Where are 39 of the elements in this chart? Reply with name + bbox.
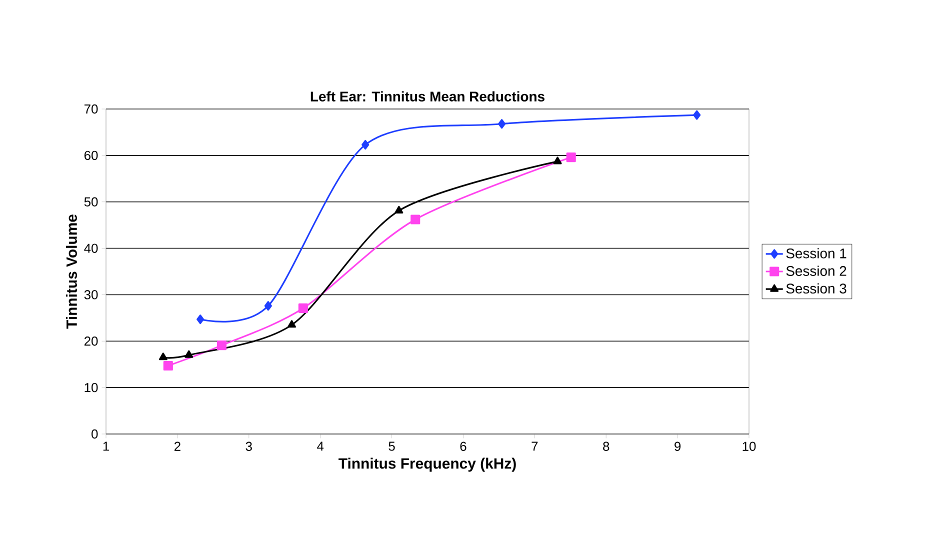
point [566,152,576,162]
y-tick-label: 50 [84,197,98,206]
x-tick-label: 2 [174,442,180,451]
point [288,320,296,328]
x-tick-label: 9 [674,442,681,451]
y-tick-label: 70 [84,104,98,114]
point [498,119,506,129]
point [184,350,194,358]
x-axis-title: Tinnitus Frequency (kHz) [338,458,516,472]
x-tick-label: 5 [388,442,395,451]
chart-title: Left Ear: Tinnitus Mean Reductions [310,91,544,102]
point [264,301,272,311]
x-tick-label: 4 [317,442,324,451]
point [693,110,701,120]
point [553,156,562,164]
y-tick-label: 0 [92,429,98,439]
point [410,214,420,224]
point [196,314,204,324]
legend-label: Session 3 [786,283,846,294]
point [158,352,168,360]
y-tick-label: 10 [84,382,98,392]
x-tick-label: 7 [532,442,538,451]
y-axis-title: Tinnitus Volume [66,214,77,329]
x-tick-label: 3 [246,442,252,451]
x-tick-label: 1 [103,442,109,451]
point [362,140,370,150]
legend-label: Session 1 [786,248,846,258]
y-tick-label: 20 [84,336,98,346]
legend-label: Session 2 [786,266,846,276]
y-tick-label: 30 [84,290,98,300]
point [394,206,404,214]
x-tick-label: 8 [603,442,610,451]
y-tick-label: 40 [84,244,98,253]
point [216,340,227,350]
x-tick-label: 6 [460,442,466,451]
y-tick-label: 60 [84,150,98,160]
x-tick-label: 10 [742,442,756,451]
point [163,360,173,371]
point [298,303,308,313]
